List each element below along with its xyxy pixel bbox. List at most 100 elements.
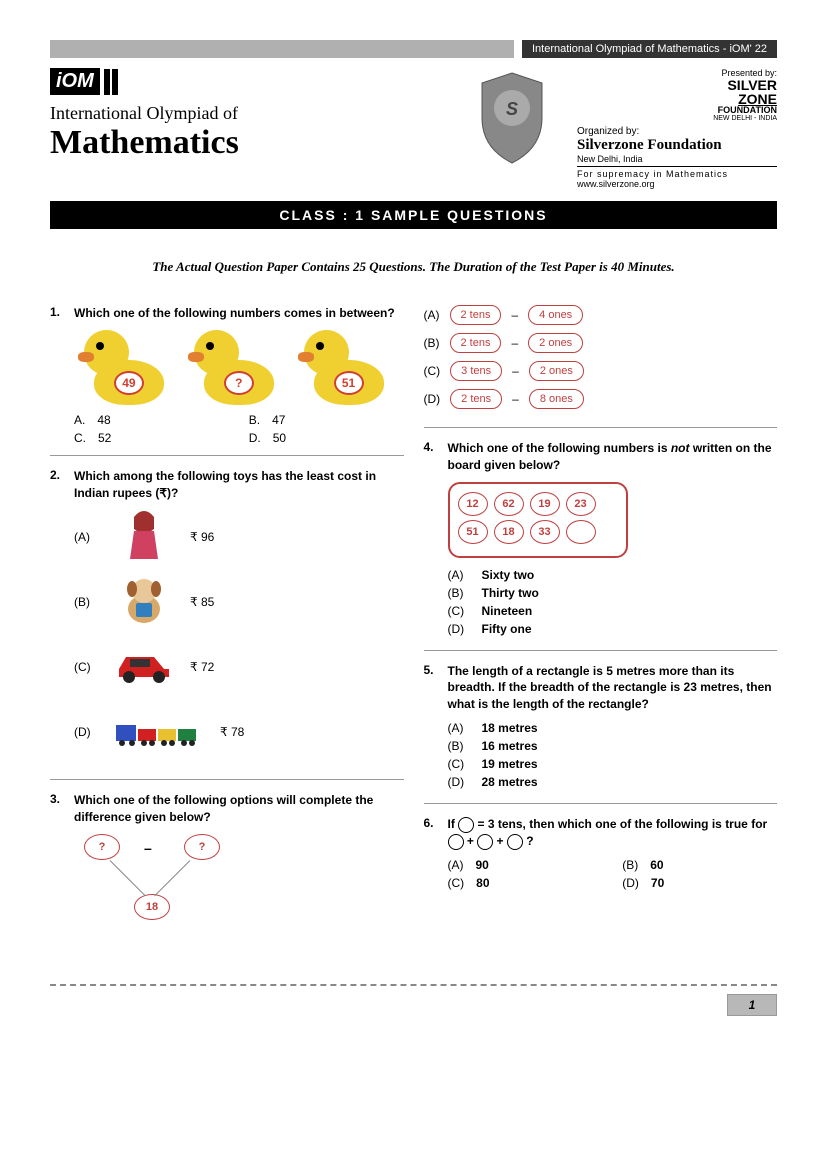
option-key: (B) — [424, 336, 440, 350]
q6-number: 6. — [424, 816, 448, 890]
option-key: (C) — [448, 757, 472, 771]
question-3-options: (A)2 tens – 4 ones (B)2 tens – 2 ones (C… — [424, 305, 778, 428]
silver-sub: NEW DELHI - INDIA — [577, 115, 777, 122]
top-bar-right: International Olympiad of Mathematics - … — [522, 40, 777, 58]
option-key: (B) — [74, 595, 98, 609]
board-number: 12 — [458, 492, 488, 516]
question-2: 2. Which among the following toys has th… — [50, 468, 404, 781]
option-key: (D) — [74, 725, 98, 739]
silver-line: ZONE — [577, 92, 777, 106]
circle-icon — [507, 834, 523, 850]
option: (D) Fifty one — [448, 622, 778, 636]
q3-text: Which one of the following options will … — [74, 792, 404, 826]
website: www.silverzone.org — [577, 179, 777, 189]
option-value: Fifty one — [482, 622, 532, 636]
option: A.48 — [74, 413, 229, 427]
iom-logo-text: iOM — [50, 68, 100, 95]
option-key: (D) — [622, 876, 639, 890]
toy-price: ₹ 96 — [190, 530, 214, 544]
duck-icon: ? — [194, 330, 284, 405]
option: (D)28 metres — [448, 775, 778, 789]
duck-icon: 49 — [84, 330, 174, 405]
option-key: (C) — [424, 364, 441, 378]
diagram-bubble: ? — [84, 834, 120, 860]
question-1: 1. Which one of the following numbers co… — [50, 305, 404, 456]
question-4: 4. Which one of the following numbers is… — [424, 440, 778, 651]
toy-option: (B) ₹ 85 — [74, 574, 404, 629]
option-value: Nineteen — [482, 604, 533, 618]
option: (C)3 tens – 2 ones — [424, 361, 778, 381]
olympiad-title: International Olympiad of — [50, 103, 447, 124]
q5-options: (A)18 metres (B)16 metres (C)19 metres (… — [448, 721, 778, 789]
option-value: 50 — [273, 431, 286, 445]
option-key: B. — [249, 413, 260, 427]
q6-text: If = 3 tens, then which one of the follo… — [448, 816, 778, 850]
duck-number: ? — [224, 371, 254, 395]
option: (A)2 tens – 4 ones — [424, 305, 778, 325]
option-key: C. — [74, 431, 86, 445]
diagram-bubble: ? — [184, 834, 220, 860]
top-bars: International Olympiad of Mathematics - … — [50, 40, 777, 58]
q4-options: (A) Sixty two (B)Thirty two (C)Nineteen (… — [448, 568, 778, 636]
top-bar-left — [50, 40, 514, 58]
option-value: Sixty two — [482, 568, 535, 582]
option-key: (B) — [448, 586, 472, 600]
q2-number: 2. — [50, 468, 74, 770]
board-number: 18 — [494, 520, 524, 544]
doll-icon — [114, 509, 174, 564]
option-value: 48 — [97, 413, 110, 427]
option: (D)2 tens – 8 ones — [424, 389, 778, 409]
pill-tens: 3 tens — [450, 361, 502, 381]
toy-option: (C) ₹ 72 — [74, 639, 404, 694]
option: (A)18 metres — [448, 721, 778, 735]
option: (D)70 — [622, 876, 777, 890]
pill-tens: 2 tens — [450, 389, 502, 409]
board-number — [566, 520, 596, 544]
duck-number: 49 — [114, 371, 144, 395]
option: (B)Thirty two — [448, 586, 778, 600]
option: (C)19 metres — [448, 757, 778, 771]
option-value: 90 — [476, 858, 489, 872]
pill-ones: 4 ones — [528, 305, 583, 325]
svg-text:S: S — [506, 99, 518, 119]
question-5: 5. The length of a rectangle is 5 metres… — [424, 663, 778, 804]
option-key: (C) — [74, 660, 98, 674]
option-value: 60 — [650, 858, 663, 872]
option-value: 16 metres — [482, 739, 538, 753]
q2-text: Which among the following toys has the l… — [74, 468, 404, 502]
silver-line: FOUNDATION — [577, 106, 777, 115]
option: (C)Nineteen — [448, 604, 778, 618]
option-key: (A) — [424, 308, 440, 322]
option-key: (C) — [448, 876, 465, 890]
option-key: (D) — [448, 622, 472, 636]
q3-number: 3. — [50, 792, 74, 932]
q1-text: Which one of the following numbers comes… — [74, 305, 404, 322]
organized-by: Organized by: — [577, 126, 777, 137]
option-key: (A) — [448, 568, 472, 582]
subject-title: Mathematics — [50, 124, 447, 162]
board-number: 33 — [530, 520, 560, 544]
silver-line: SILVER — [577, 78, 777, 92]
diagram-operator: – — [144, 840, 152, 856]
train-toy-icon — [114, 704, 204, 759]
option-value: 52 — [98, 431, 111, 445]
toy-option: (A) ₹ 96 — [74, 509, 404, 564]
option-key: (B) — [622, 858, 638, 872]
q5-number: 5. — [424, 663, 448, 793]
board-number: 19 — [530, 492, 560, 516]
header-right: Presented by: SILVER ZONE FOUNDATION NEW… — [577, 68, 777, 189]
toy-price: ₹ 78 — [220, 725, 244, 739]
q4-number: 4. — [424, 440, 448, 640]
question-3: 3. Which one of the following options wi… — [50, 792, 404, 942]
pill-tens: 2 tens — [450, 333, 502, 353]
option-value: 18 metres — [482, 721, 538, 735]
option: (A)90 — [448, 858, 603, 872]
silverzone-logo: SILVER ZONE FOUNDATION NEW DELHI - INDIA — [577, 78, 777, 122]
option-value: 47 — [272, 413, 285, 427]
foundation-location: New Delhi, India — [577, 154, 777, 164]
option-value: 80 — [476, 876, 489, 890]
circle-icon — [448, 834, 464, 850]
option: (B) 60 — [622, 858, 777, 872]
foundation-name: Silverzone Foundation — [577, 137, 777, 154]
question-columns: 1. Which one of the following numbers co… — [50, 305, 777, 954]
